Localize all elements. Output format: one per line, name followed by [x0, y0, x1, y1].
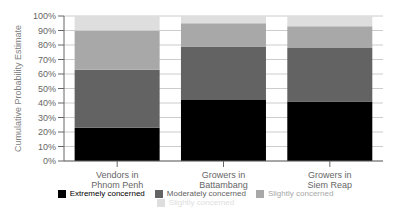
svg-text:Cumulative Probability Estimat: Cumulative Probability Estimate: [13, 25, 23, 152]
svg-text:10%: 10%: [38, 142, 56, 152]
svg-text:Growers inSiem Reap: Growers inSiem Reap: [308, 170, 353, 190]
svg-text:Growers inBattambang: Growers inBattambang: [199, 170, 248, 190]
html-text:Moderately concerned: Moderately concerned: [166, 189, 246, 198]
svg-text:20%: 20%: [38, 127, 56, 137]
svg-text:100%: 100%: [33, 11, 56, 21]
svg-text:50%: 50%: [38, 84, 56, 94]
html-text:Slightly concerned: Slightly concerned: [268, 189, 334, 198]
svg-text:80%: 80%: [38, 40, 56, 50]
html-text:Extremely concerned: Extremely concerned: [69, 189, 145, 198]
svg-text:40%: 40%: [38, 98, 56, 108]
svg-text:90%: 90%: [38, 26, 56, 36]
html-text:Slightly concerned: Slightly concerned: [168, 198, 235, 207]
svg-text:70%: 70%: [38, 55, 56, 65]
svg-text:60%: 60%: [38, 69, 56, 79]
svg-text:0%: 0%: [43, 156, 56, 166]
svg-text:Vendors inPhnom Penh: Vendors inPhnom Penh: [91, 170, 143, 190]
svg-text:30%: 30%: [38, 113, 56, 123]
